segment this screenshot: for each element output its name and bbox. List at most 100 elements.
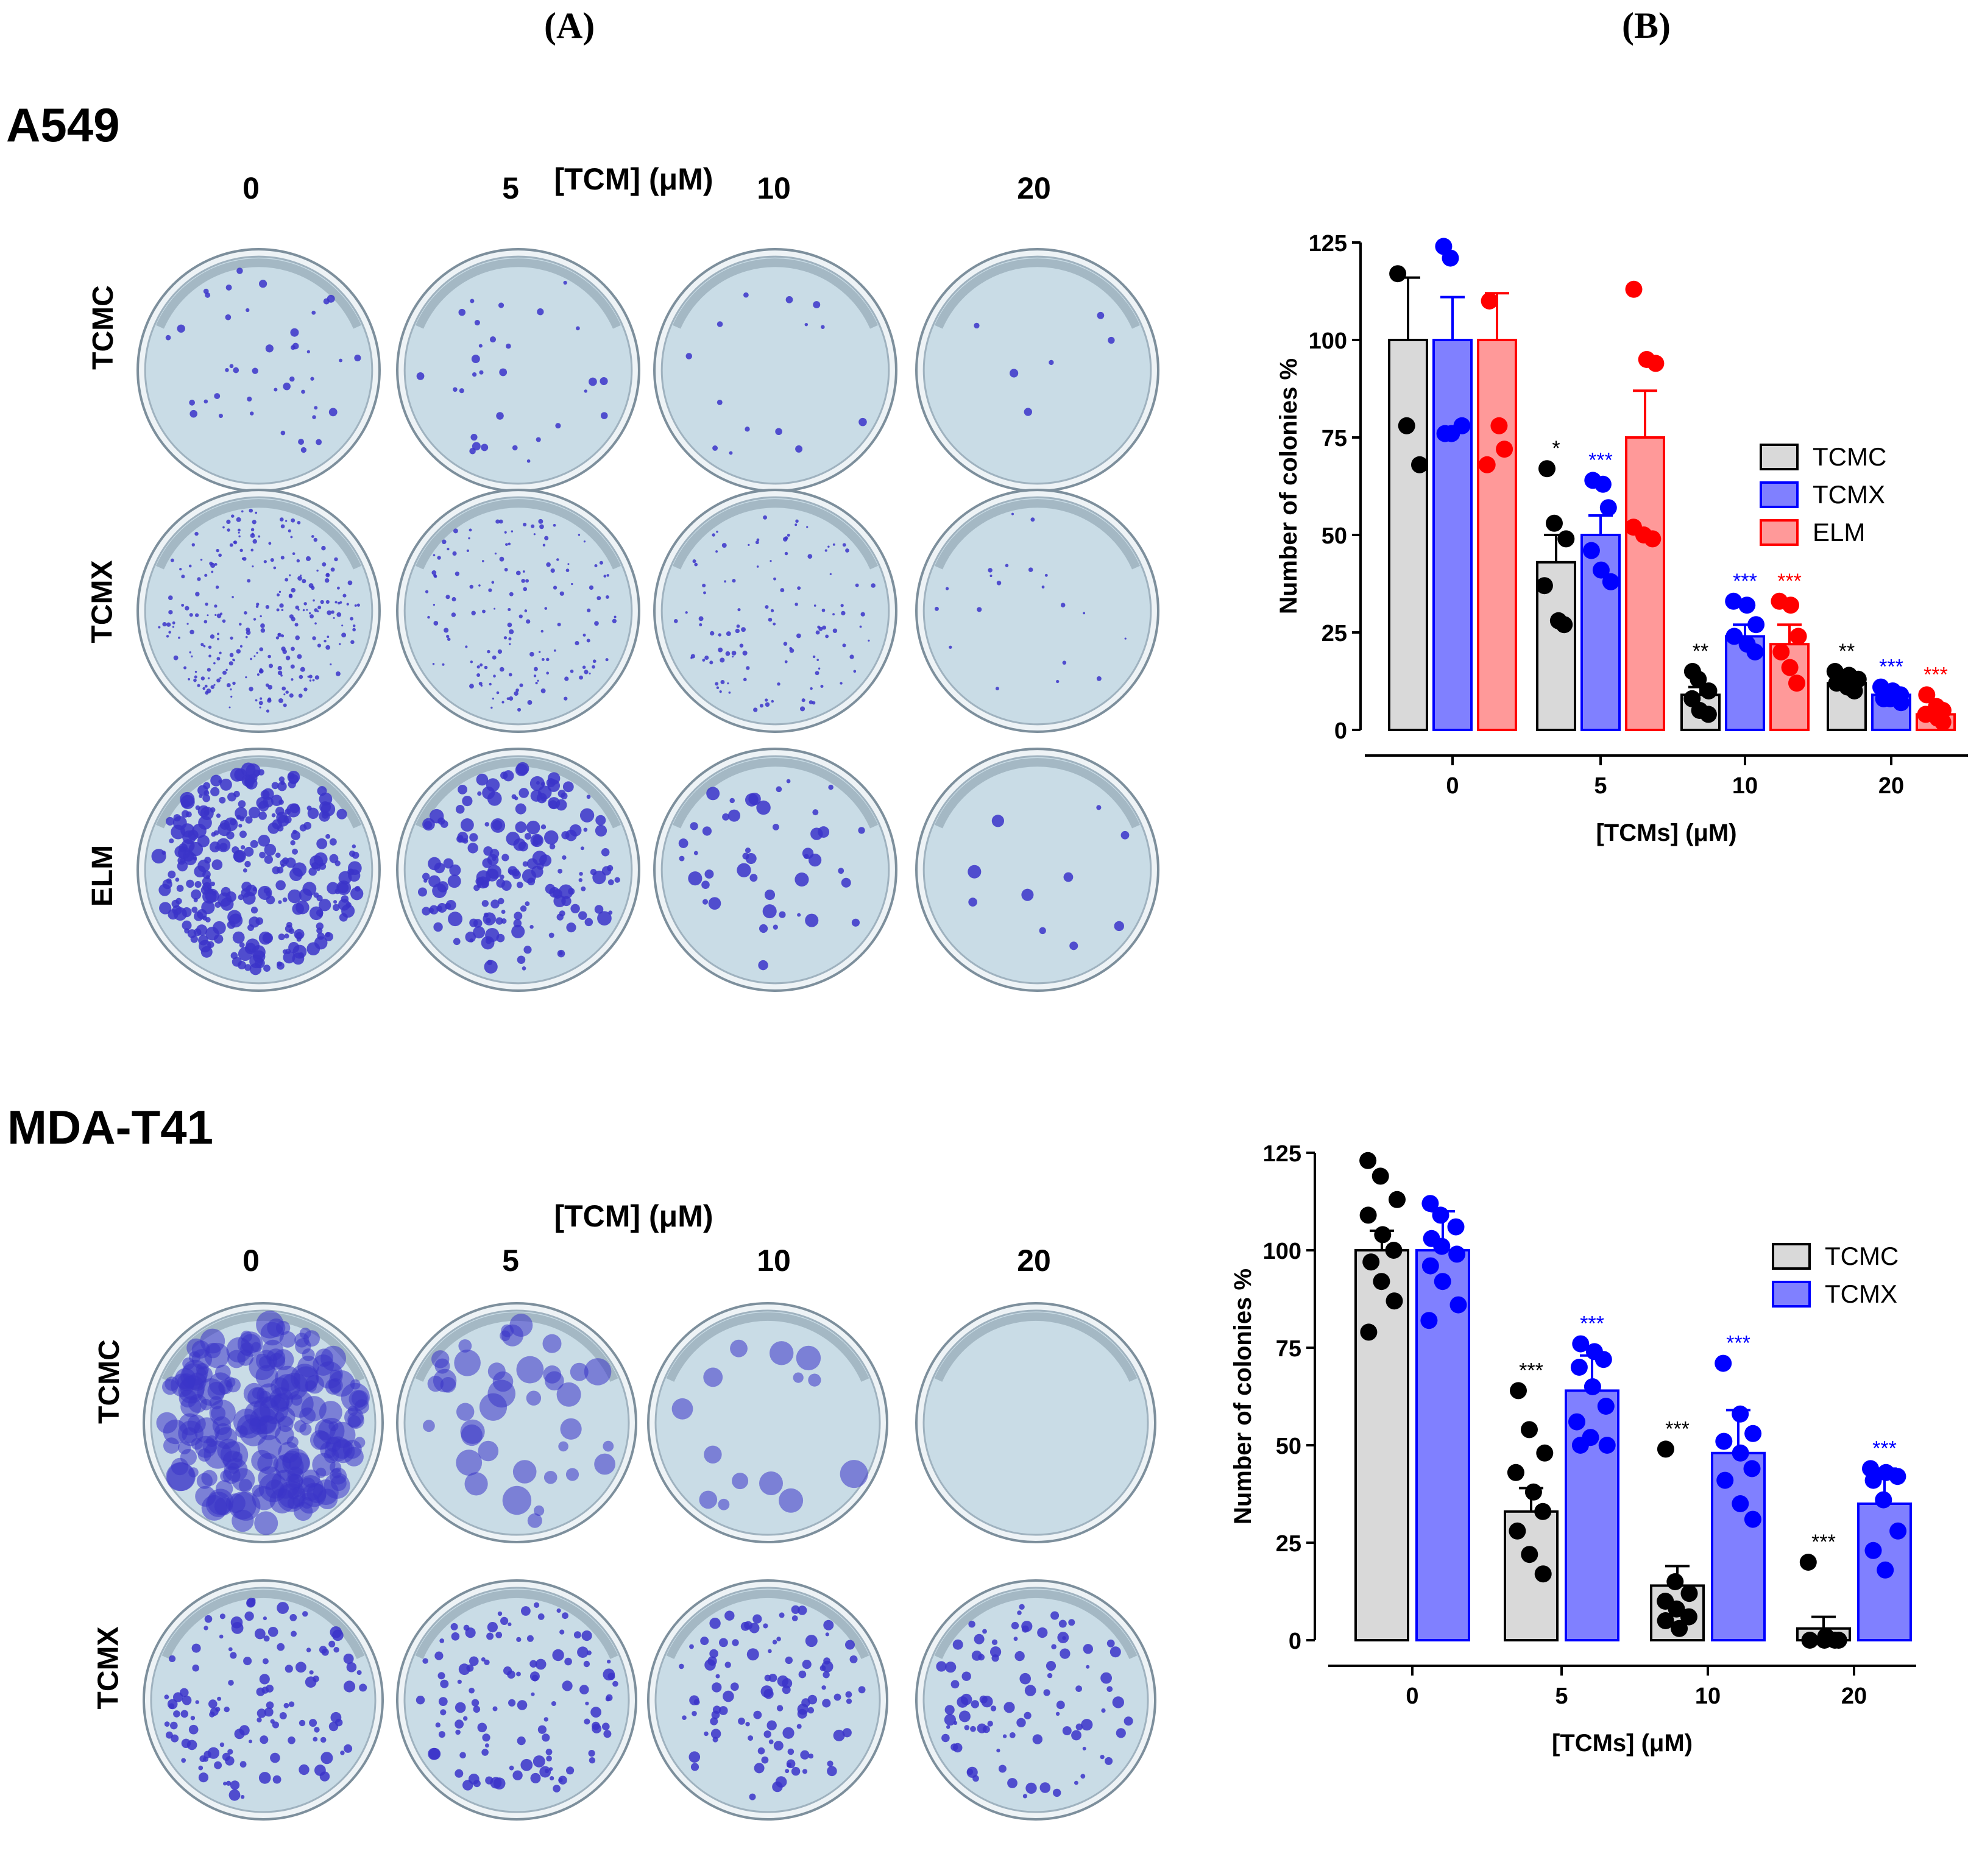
- colony: [845, 1640, 855, 1650]
- colony: [702, 659, 706, 662]
- colony: [775, 428, 782, 436]
- colony: [228, 1647, 233, 1652]
- colony: [582, 665, 586, 669]
- colony: [544, 607, 548, 610]
- colony: [202, 889, 217, 904]
- colony: [230, 768, 244, 782]
- petri-dish: [915, 1579, 1156, 1821]
- colony: [226, 519, 231, 525]
- colony: [326, 573, 330, 576]
- colony: [331, 610, 334, 614]
- colony: [219, 1742, 225, 1747]
- colony: [279, 603, 284, 608]
- colony: [821, 1685, 826, 1690]
- colony: [249, 508, 253, 513]
- colony: [227, 528, 230, 532]
- colony: [833, 1729, 845, 1741]
- colony: [592, 870, 606, 885]
- colony: [935, 606, 939, 611]
- colony: [275, 636, 280, 640]
- colony: [508, 1622, 512, 1626]
- data-point: [1385, 1242, 1403, 1259]
- colony: [343, 1680, 356, 1693]
- colony: [187, 1414, 206, 1434]
- colony: [210, 774, 222, 787]
- colony: [1075, 1723, 1083, 1730]
- colony: [732, 1639, 739, 1646]
- colony: [565, 829, 577, 841]
- colony: [270, 1752, 280, 1763]
- colony: [457, 1679, 462, 1684]
- colony: [791, 1605, 800, 1614]
- colony: [706, 787, 720, 801]
- colony: [189, 629, 194, 635]
- data-point: [1781, 659, 1799, 676]
- colony: [566, 922, 576, 933]
- x-axis-label: [TCMs] (μM): [1596, 819, 1736, 846]
- colony: [492, 819, 503, 830]
- colony: [278, 698, 283, 703]
- colony: [840, 604, 844, 607]
- colony: [309, 1670, 314, 1675]
- colony: [165, 334, 171, 341]
- dish-shadow: [156, 758, 361, 829]
- colony: [498, 519, 503, 524]
- colony: [562, 855, 567, 860]
- colony: [478, 584, 481, 587]
- colony: [501, 1324, 523, 1347]
- colony: [344, 1407, 364, 1428]
- colony: [559, 591, 564, 596]
- colony: [555, 799, 567, 811]
- colony: [1007, 1778, 1018, 1788]
- colony: [812, 701, 816, 705]
- colony: [795, 519, 799, 523]
- colony: [718, 1706, 728, 1715]
- colony: [246, 308, 250, 313]
- colony: [970, 1726, 976, 1732]
- colony: [699, 1490, 718, 1509]
- colony: [178, 636, 180, 639]
- colony: [846, 1698, 852, 1704]
- colony: [1110, 1646, 1121, 1658]
- colony: [1013, 1637, 1018, 1641]
- colony: [445, 595, 450, 600]
- petri-dish: [647, 1302, 888, 1543]
- colony: [433, 573, 437, 578]
- significance-marker: ***: [1872, 1437, 1897, 1460]
- colony: [219, 651, 222, 654]
- colony: [239, 942, 245, 948]
- colony: [512, 445, 518, 451]
- colony: [500, 1616, 509, 1625]
- colony: [330, 1626, 342, 1638]
- data-point: [1507, 1464, 1524, 1481]
- colony: [204, 810, 210, 816]
- colony: [1060, 1648, 1071, 1659]
- colony: [214, 393, 221, 399]
- colony: [328, 408, 338, 417]
- colony: [702, 583, 706, 588]
- colony: [484, 665, 488, 670]
- colony: [312, 679, 315, 682]
- colony: [450, 1623, 458, 1630]
- colony: [264, 1707, 274, 1717]
- colony: [1011, 1621, 1019, 1630]
- colony: [263, 1616, 267, 1621]
- colony: [557, 790, 566, 798]
- colony: [303, 602, 307, 606]
- colony: [807, 554, 813, 559]
- colony: [990, 1646, 1002, 1658]
- colony: [317, 610, 319, 612]
- colony: [508, 637, 512, 641]
- colony: [791, 1615, 798, 1621]
- colony: [739, 643, 744, 648]
- colony: [1097, 311, 1105, 319]
- colony: [1056, 1701, 1065, 1710]
- colony: [294, 623, 299, 627]
- colony: [247, 396, 252, 402]
- colony: [477, 1722, 487, 1733]
- colony: [191, 907, 198, 913]
- colony: [459, 1752, 466, 1759]
- petri-dish: [136, 248, 381, 492]
- colony: [708, 897, 721, 910]
- colony: [440, 1679, 449, 1688]
